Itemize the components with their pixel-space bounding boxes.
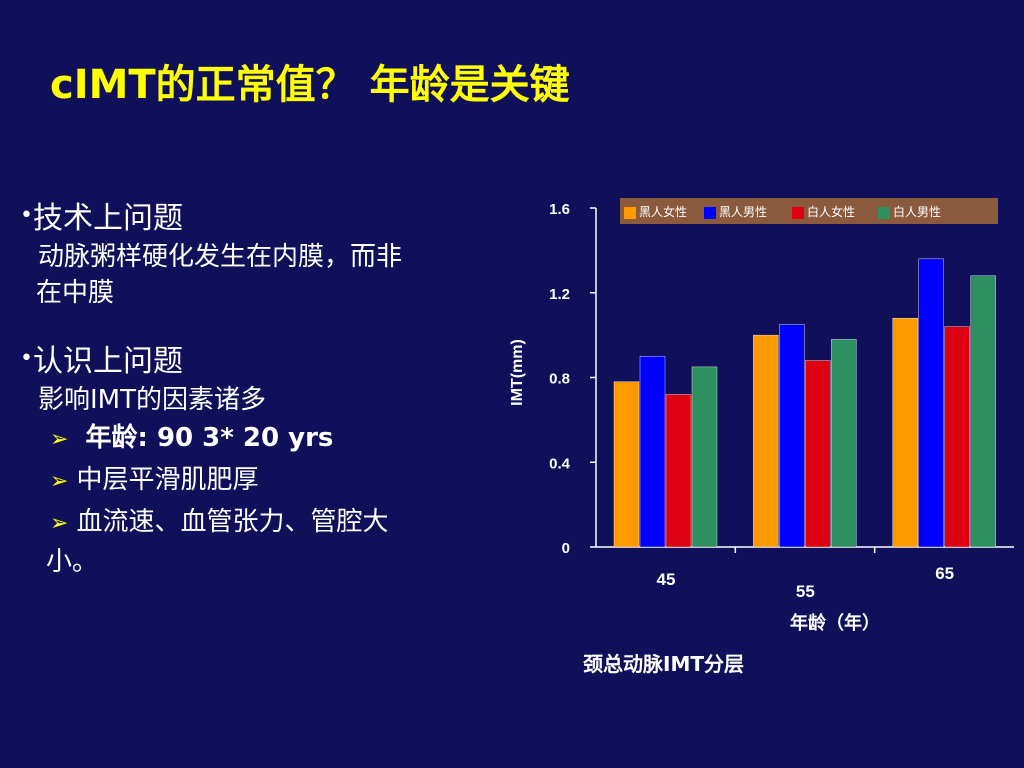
legend-swatch-黑人女性 xyxy=(624,207,636,219)
legend-label: 白人男性 xyxy=(893,204,941,219)
bar-白人女性-65 xyxy=(944,326,970,548)
slide-title: cIMT的正常值？ 年龄是关键 xyxy=(50,62,570,108)
imt-bar-chart-svg: 0 0.4 0.8 1.2 1.6 IMT(mm) 45 55 65 年龄（年） 黑人女性 黑人男性 白… xyxy=(509,198,1014,634)
arrow-bullet-icon: ➢ xyxy=(50,469,69,494)
section1-line2: 在中膜 xyxy=(36,278,115,308)
y-tick-label: 1.2 xyxy=(549,286,570,303)
bullet-blood-flow: ➢ 血流速、血管张力、管腔大 xyxy=(20,502,520,544)
legend-box xyxy=(620,198,998,224)
section2-heading: •认识上问题 xyxy=(20,339,520,382)
bullet-blood-flow-text: 血流速、血管张力、管腔大 xyxy=(76,507,389,537)
legend-label: 黑人女性 xyxy=(639,204,687,219)
arrow-bullet-icon: ➢ xyxy=(50,511,69,536)
y-tick-label: 1.6 xyxy=(549,201,570,218)
bar-白人男性-65 xyxy=(970,275,996,548)
section1-heading: •技术上问题 xyxy=(20,196,520,239)
x-tick-label: 45 xyxy=(657,570,676,589)
x-axis-label: 年龄（年） xyxy=(790,612,880,634)
y-tick-label: 0.4 xyxy=(549,455,571,472)
chart-caption: 颈总动脉IMT分层 xyxy=(583,652,744,676)
section1-heading-text: 技术上问题 xyxy=(32,201,183,236)
bar-黑人男性-55 xyxy=(779,324,805,548)
legend-label: 黑人男性 xyxy=(719,205,767,219)
legend-label: 白人女性 xyxy=(807,204,855,219)
bar-黑人女性-55 xyxy=(753,334,779,548)
bar-白人女性-55 xyxy=(805,360,831,548)
bar-黑人男性-65 xyxy=(918,258,944,548)
y-axis-label: IMT(mm) xyxy=(509,339,526,406)
legend-swatch-白人男性 xyxy=(878,207,890,219)
arrow-bullet-icon: ➢ xyxy=(50,427,69,452)
bar-黑人男性-45 xyxy=(639,356,666,548)
bar-黑人女性-65 xyxy=(892,317,918,548)
y-tick-label: 0.8 xyxy=(549,371,570,388)
x-tick-label: 55 xyxy=(796,582,815,601)
bullet-blood-flow-cont: 小。 xyxy=(46,547,99,577)
imt-chart: 0 0.4 0.8 1.2 1.6 IMT(mm) 45 55 65 年龄（年） 黑人女性 黑人男性 白… xyxy=(500,190,1020,690)
bullet-smooth-muscle-text: 中层平滑肌肥厚 xyxy=(76,465,259,495)
section2-heading-text: 认识上问题 xyxy=(32,344,183,379)
bar-黑人女性-45 xyxy=(613,381,640,548)
bullet-dot: • xyxy=(20,346,33,371)
bar-白人男性-55 xyxy=(831,339,857,548)
bullet-age: ➢ 年龄: 90 3* 20 yrs xyxy=(20,418,520,460)
legend-swatch-白人女性 xyxy=(792,207,804,219)
section1-line1: 动脉粥样硬化发生在内膜，而非 xyxy=(38,242,403,272)
bullet-dot: • xyxy=(20,203,33,228)
bar-白人男性-45 xyxy=(691,366,718,548)
legend-swatch-黑人男性 xyxy=(704,207,716,219)
y-tick-label: 0 xyxy=(562,540,570,557)
left-text-panel: •技术上问题 动脉粥样硬化发生在内膜，而非 在中膜 •认识上问题 影响IMT的因… xyxy=(20,196,520,580)
section2-subtitle: 影响IMT的因素诸多 xyxy=(38,385,266,415)
bar-白人女性-45 xyxy=(665,394,692,548)
bullet-smooth-muscle: ➢ 中层平滑肌肥厚 xyxy=(20,460,520,502)
bullet-age-text: 年龄: 90 3* 20 yrs xyxy=(76,423,334,453)
x-tick-label: 65 xyxy=(935,564,954,583)
